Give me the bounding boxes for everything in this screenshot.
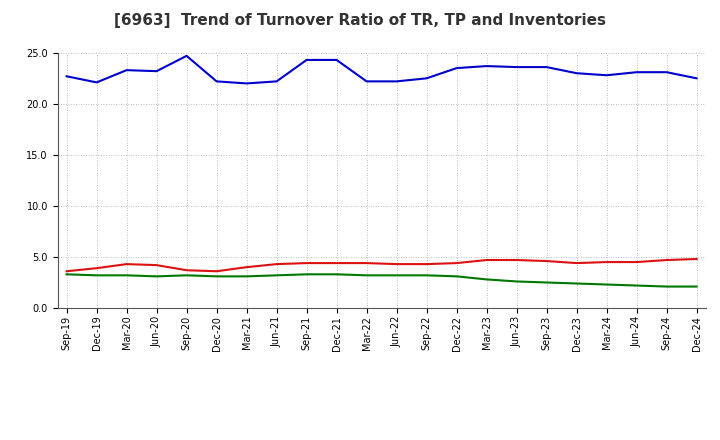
Text: [6963]  Trend of Turnover Ratio of TR, TP and Inventories: [6963] Trend of Turnover Ratio of TR, TP… <box>114 13 606 28</box>
Trade Receivables <box>242 264 251 270</box>
Trade Payables <box>272 79 281 84</box>
Inventories <box>212 274 221 279</box>
Trade Payables <box>572 70 581 76</box>
Trade Payables <box>92 80 101 85</box>
Trade Payables <box>153 69 161 74</box>
Trade Payables <box>542 64 551 70</box>
Line: Trade Receivables: Trade Receivables <box>66 259 697 271</box>
Inventories <box>662 284 671 289</box>
Trade Payables <box>333 57 341 62</box>
Inventories <box>572 281 581 286</box>
Trade Receivables <box>632 260 641 265</box>
Trade Receivables <box>693 257 701 262</box>
Inventories <box>482 277 491 282</box>
Trade Receivables <box>542 258 551 264</box>
Inventories <box>242 274 251 279</box>
Trade Receivables <box>602 260 611 265</box>
Trade Payables <box>632 70 641 75</box>
Inventories <box>602 282 611 287</box>
Inventories <box>122 273 131 278</box>
Trade Receivables <box>572 260 581 266</box>
Inventories <box>392 273 401 278</box>
Trade Receivables <box>122 261 131 267</box>
Trade Payables <box>302 57 311 62</box>
Inventories <box>92 273 101 278</box>
Trade Receivables <box>153 263 161 268</box>
Inventories <box>693 284 701 289</box>
Trade Receivables <box>662 257 671 263</box>
Line: Inventories: Inventories <box>66 274 697 286</box>
Trade Payables <box>422 76 431 81</box>
Trade Receivables <box>212 268 221 274</box>
Trade Payables <box>212 79 221 84</box>
Inventories <box>362 273 371 278</box>
Trade Payables <box>62 73 71 79</box>
Trade Receivables <box>513 257 521 263</box>
Inventories <box>422 273 431 278</box>
Trade Payables <box>392 79 401 84</box>
Inventories <box>513 279 521 284</box>
Line: Trade Payables: Trade Payables <box>66 56 697 84</box>
Trade Receivables <box>362 260 371 266</box>
Trade Receivables <box>92 266 101 271</box>
Trade Payables <box>362 79 371 84</box>
Inventories <box>62 271 71 277</box>
Inventories <box>182 273 191 278</box>
Trade Receivables <box>482 257 491 263</box>
Trade Payables <box>602 73 611 78</box>
Inventories <box>452 274 461 279</box>
Trade Receivables <box>422 261 431 267</box>
Trade Payables <box>662 70 671 75</box>
Trade Payables <box>513 64 521 70</box>
Inventories <box>302 271 311 277</box>
Trade Payables <box>693 76 701 81</box>
Inventories <box>333 271 341 277</box>
Trade Receivables <box>182 268 191 273</box>
Trade Payables <box>242 81 251 86</box>
Trade Receivables <box>272 261 281 267</box>
Trade Payables <box>452 66 461 71</box>
Trade Receivables <box>392 261 401 267</box>
Trade Payables <box>482 63 491 69</box>
Trade Receivables <box>333 260 341 266</box>
Trade Payables <box>122 67 131 73</box>
Inventories <box>632 283 641 288</box>
Inventories <box>272 273 281 278</box>
Inventories <box>153 274 161 279</box>
Trade Receivables <box>452 260 461 266</box>
Trade Payables <box>182 53 191 59</box>
Trade Receivables <box>62 268 71 274</box>
Trade Receivables <box>302 260 311 266</box>
Inventories <box>542 280 551 285</box>
